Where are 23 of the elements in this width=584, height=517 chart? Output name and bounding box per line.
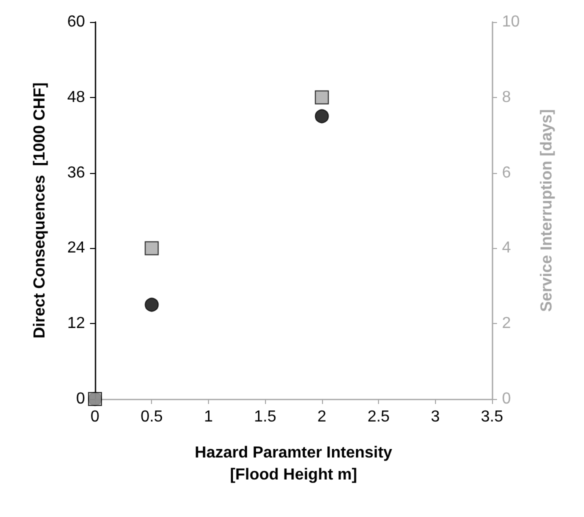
x-tick-label: 2.5: [367, 408, 390, 426]
y-tick-label: 60: [67, 14, 86, 30]
x-tick-label: 2: [317, 408, 326, 426]
x-tick-label: 1.5: [254, 408, 276, 426]
y2-axis-title: Service Interruption [days]: [538, 109, 556, 312]
y2-tick-label: 0: [502, 390, 511, 408]
y-tick-label: 0: [76, 390, 86, 408]
x-tick-label: 3.5: [480, 408, 504, 426]
x-axis-title: Hazard Paramter Intensity [Flood Height m]: [194, 444, 392, 484]
y2-tick-label: 10: [502, 14, 520, 30]
y-tick-label: 48: [67, 88, 86, 106]
y2-tick-label: 2: [502, 315, 511, 332]
x-tick-label: 0.5: [140, 408, 163, 426]
y-tick-label: 12: [67, 315, 86, 332]
y2-tick-label: 4: [502, 240, 511, 257]
y-tick-label: 36: [67, 164, 86, 182]
y-axis-title: Direct Consequences [1000 CHF]: [32, 82, 48, 339]
x-tick-label: 0: [90, 408, 100, 426]
x-tick-label: 3: [430, 408, 440, 426]
y2-tick-label: 6: [502, 164, 511, 182]
y-tick-label: 24: [67, 240, 86, 257]
y2-tick-label: 8: [502, 88, 511, 106]
x-tick-label: 1: [204, 408, 213, 426]
